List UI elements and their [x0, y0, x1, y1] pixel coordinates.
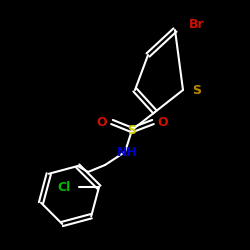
Text: Cl: Cl	[58, 181, 71, 194]
Text: Br: Br	[189, 18, 204, 32]
Text: O: O	[97, 116, 107, 128]
Text: NH: NH	[116, 146, 138, 160]
Text: S: S	[192, 84, 201, 96]
Text: O: O	[158, 116, 168, 128]
Text: S: S	[128, 124, 136, 136]
